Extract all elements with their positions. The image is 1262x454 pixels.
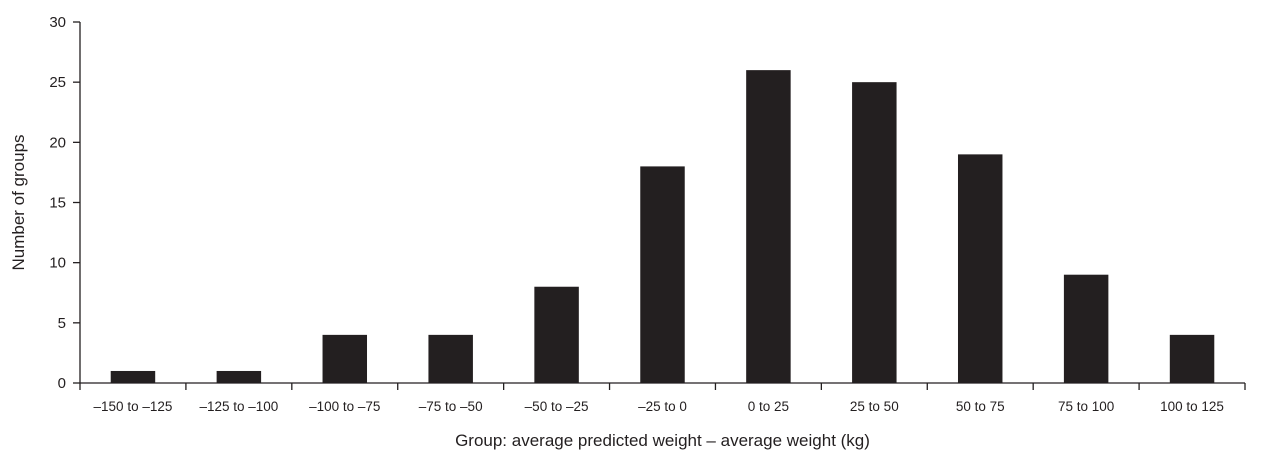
y-tick-label: 30 bbox=[49, 14, 66, 31]
x-axis: –150 to –125 –125 to –100 –100 to –75 –75 t… bbox=[79, 382, 1246, 414]
bar-5 bbox=[640, 166, 685, 383]
y-tick-label: 15 bbox=[49, 195, 66, 212]
x-tick-label: 75 to 100 bbox=[1058, 399, 1114, 414]
y-tick-label: 5 bbox=[58, 315, 66, 332]
y-axis: 0 5 10 15 20 25 30 bbox=[49, 14, 81, 392]
y-tick-label: 10 bbox=[49, 255, 66, 272]
x-tick-label: –125 to –100 bbox=[199, 399, 278, 414]
bar-0 bbox=[110, 370, 156, 383]
x-tick-label: –100 to –75 bbox=[309, 399, 380, 414]
x-tick-label: 50 to 75 bbox=[956, 399, 1005, 414]
bar-9 bbox=[1063, 274, 1109, 383]
bar-1 bbox=[216, 370, 262, 383]
bar-8 bbox=[957, 154, 1003, 383]
y-axis-title: Number of groups bbox=[9, 134, 28, 270]
bar-4 bbox=[534, 286, 579, 383]
y-tick-label: 0 bbox=[58, 375, 66, 392]
y-tick-label: 25 bbox=[49, 74, 66, 91]
x-tick-label: –150 to –125 bbox=[94, 399, 173, 414]
bar-6 bbox=[746, 70, 791, 383]
bars-group bbox=[110, 70, 1215, 384]
bar-2 bbox=[322, 334, 368, 383]
x-tick-label: –25 to 0 bbox=[638, 399, 687, 414]
x-tick-label: –50 to –25 bbox=[525, 399, 589, 414]
bar-10 bbox=[1169, 334, 1215, 383]
x-axis-title: Group: average predicted weight – averag… bbox=[455, 431, 870, 450]
x-tick-label: –75 to –50 bbox=[419, 399, 483, 414]
x-tick-label: 100 to 125 bbox=[1160, 399, 1224, 414]
bar-3 bbox=[428, 334, 473, 383]
bar-7 bbox=[852, 82, 897, 384]
x-tick-label: 0 to 25 bbox=[748, 399, 789, 414]
y-tick-label: 20 bbox=[49, 134, 66, 151]
x-tick-label: 25 to 50 bbox=[850, 399, 899, 414]
